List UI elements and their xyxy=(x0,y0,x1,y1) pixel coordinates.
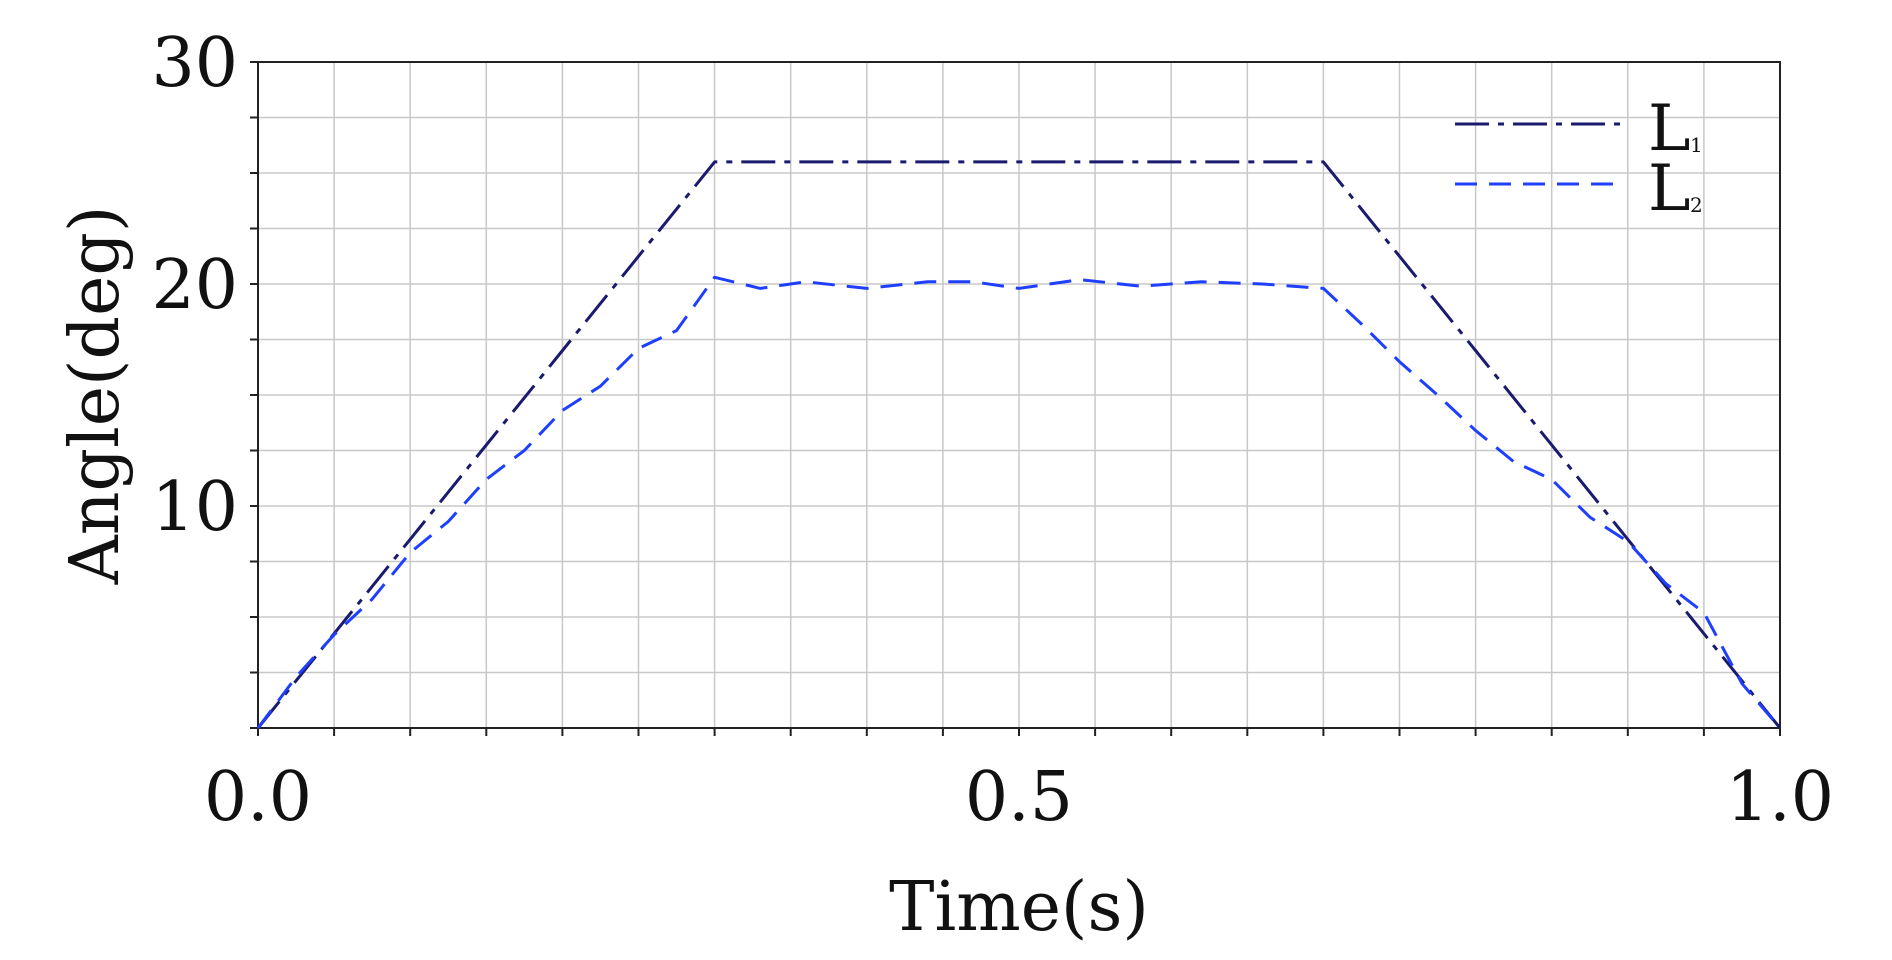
y-tick-label: 30 xyxy=(151,24,238,103)
series-layer xyxy=(256,160,1782,729)
x-tick-label: 0.0 xyxy=(204,758,312,837)
x-axis-title: Time(s) xyxy=(889,868,1149,947)
series-line-2 xyxy=(256,275,1782,729)
y-tick-label: 10 xyxy=(151,468,238,547)
legend-label-1: L xyxy=(1648,92,1691,166)
series-line-1 xyxy=(256,160,1782,729)
x-tick-label: 1.0 xyxy=(1726,758,1834,837)
x-tick-label: 0.5 xyxy=(965,758,1073,837)
y-tick-label: 20 xyxy=(151,246,238,325)
y-axis-title: Angle(deg) xyxy=(56,206,135,586)
x-tick-labels: 0.0 0.5 1.0 xyxy=(204,758,1834,837)
plot-frame xyxy=(257,61,1781,729)
legend: L 1L 2 xyxy=(1455,92,1703,226)
minor-ticks xyxy=(250,61,1781,736)
legend-label-2: L xyxy=(1648,152,1691,226)
y-tick-labels: 10 20 30 xyxy=(151,24,238,547)
legend-label-subscript-1: 1 xyxy=(1690,133,1703,157)
legend-label-subscript-2: 2 xyxy=(1690,193,1703,217)
